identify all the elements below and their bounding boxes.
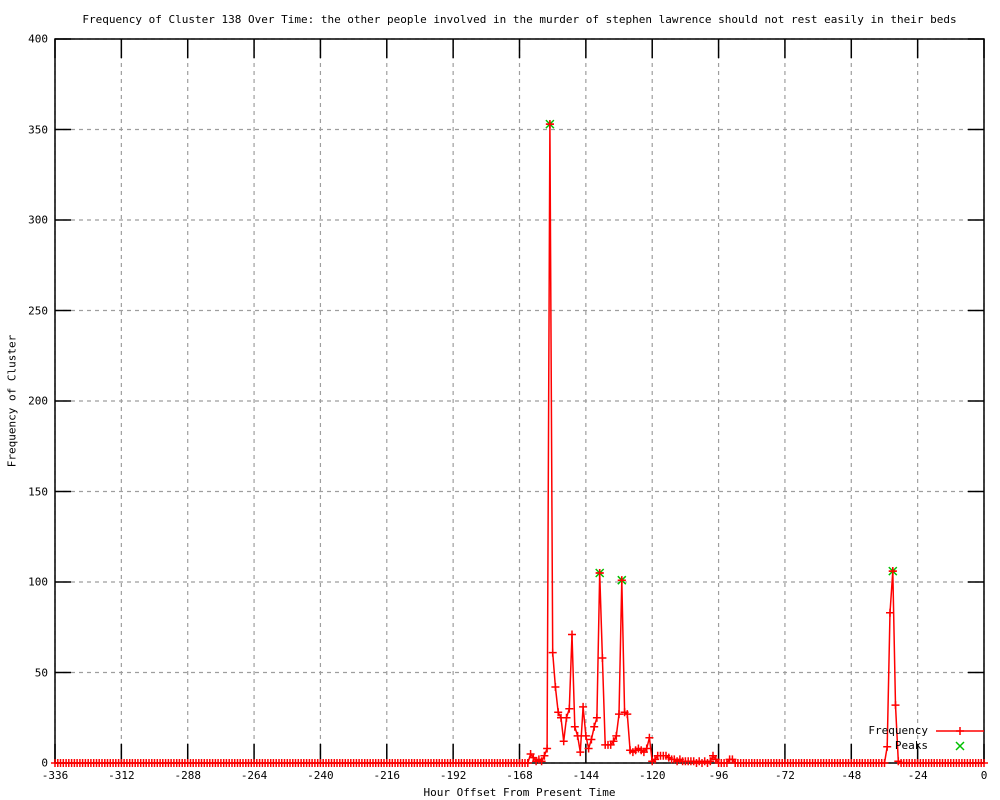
legend-label-peaks: Peaks — [894, 739, 928, 752]
y-tick-label: 50 — [34, 666, 48, 679]
x-tick-label: -264 — [240, 769, 268, 782]
y-tick-label: 0 — [41, 756, 48, 770]
legend-peaks-sample-icon — [955, 741, 965, 751]
x-tick-label: -48 — [841, 769, 862, 782]
x-tick-label: -336 — [41, 769, 69, 782]
legend-frequency-sample-icon — [936, 727, 984, 735]
x-tick-label: 0 — [980, 769, 988, 782]
frequency-point-markers — [51, 120, 988, 767]
x-tick-label: -168 — [506, 769, 533, 782]
x-tick-label: -192 — [439, 769, 467, 782]
x-tick-label: -312 — [108, 769, 135, 782]
y-tick-label: 200 — [28, 394, 48, 408]
x-tick-label: -72 — [774, 769, 795, 782]
peak-plus-overlay — [545, 120, 897, 585]
y-tick-label: 400 — [28, 32, 48, 46]
y-tick-label: 100 — [28, 575, 48, 589]
legend-entry-frequency: Frequency — [868, 724, 984, 738]
y-tick-label: 250 — [28, 304, 48, 317]
legend-entry-peaks: Peaks — [895, 739, 984, 753]
peak-markers — [545, 119, 898, 585]
y-tick-label: 300 — [28, 213, 48, 227]
x-tick-label: -288 — [174, 769, 201, 782]
x-tick-label: -24 — [907, 769, 928, 782]
x-tick-label: -240 — [307, 769, 334, 782]
y-tick-label: 350 — [28, 123, 48, 136]
legend-label-frequency: Frequency — [868, 724, 928, 737]
x-tick-label: -96 — [708, 769, 729, 782]
chart-title: Frequency of Cluster 138 Over Time: the … — [82, 13, 957, 26]
y-tick-label: 150 — [28, 485, 48, 498]
x-tick-label: -216 — [373, 769, 401, 782]
x-tick-label: -120 — [638, 769, 666, 782]
x-axis-label: Hour Offset From Present Time — [423, 786, 616, 799]
x-tick-label: -144 — [572, 769, 600, 782]
grid-lines — [54, 38, 985, 764]
